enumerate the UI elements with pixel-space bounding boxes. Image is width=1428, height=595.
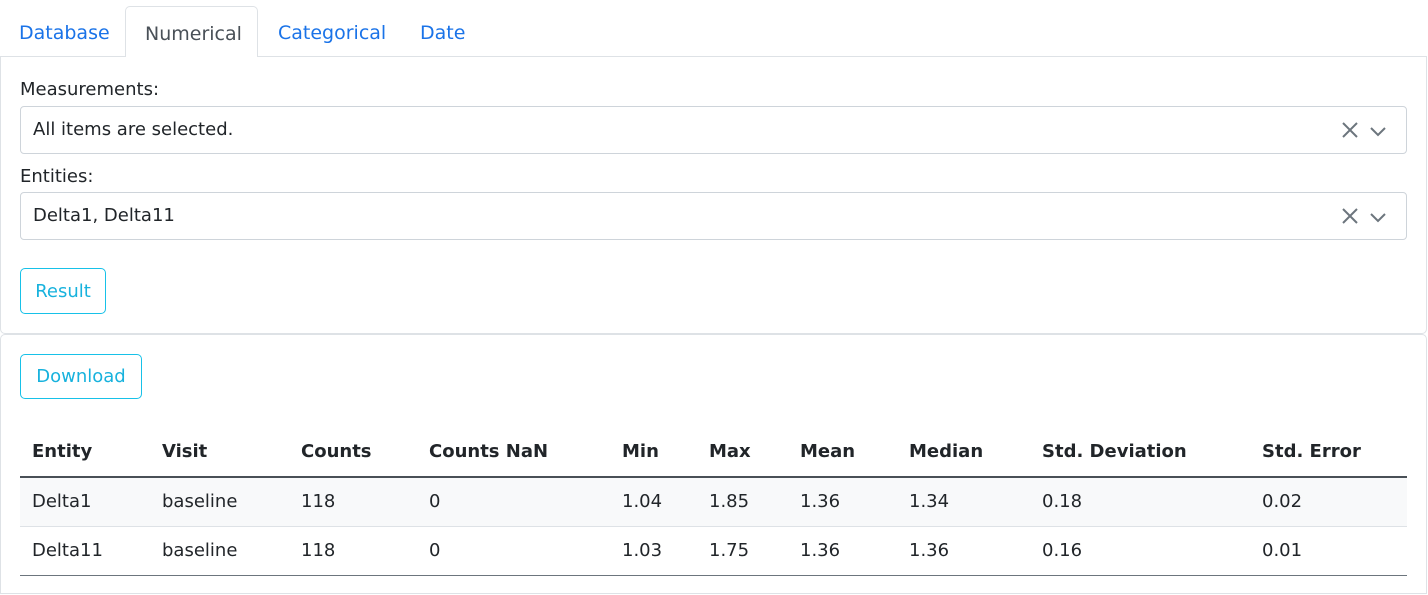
table-cell: Delta11 xyxy=(20,526,150,576)
entities-select-value: Delta1, Delta11 xyxy=(33,205,175,226)
column-header-counts-nan: Counts NaN xyxy=(417,421,610,478)
column-header-std-error: Std. Error xyxy=(1250,421,1407,478)
measurements-label: Measurements: xyxy=(20,79,160,100)
table-cell: 1.85 xyxy=(697,477,788,527)
close-icon[interactable] xyxy=(1340,120,1360,140)
column-header-max: Max xyxy=(697,421,788,478)
table-cell: 118 xyxy=(289,526,417,576)
entities-label: Entities: xyxy=(20,166,94,187)
column-header-std-deviation: Std. Deviation xyxy=(1030,421,1250,478)
column-header-min: Min xyxy=(610,421,697,478)
table-header-row: Entity Visit Counts Counts NaN Min Max M… xyxy=(20,421,1407,478)
table-cell: 1.75 xyxy=(697,526,788,576)
table-cell: 1.03 xyxy=(610,526,697,576)
table-cell: 0 xyxy=(417,526,610,576)
table-cell: 1.34 xyxy=(897,477,1030,527)
entities-select[interactable]: Delta1, Delta11 xyxy=(20,192,1407,240)
filter-panel: Measurements: All items are selected. En… xyxy=(0,57,1427,334)
measurements-select-value: All items are selected. xyxy=(33,119,234,140)
tab-bar: Database Numerical Categorical Date xyxy=(0,6,1427,58)
table-cell: 0.16 xyxy=(1030,526,1250,576)
column-header-median: Median xyxy=(897,421,1030,478)
column-header-counts: Counts xyxy=(289,421,417,478)
chevron-down-icon[interactable] xyxy=(1368,207,1388,227)
table-cell: 0.18 xyxy=(1030,477,1250,527)
table-cell: baseline xyxy=(150,526,289,576)
table-cell: Delta1 xyxy=(20,477,150,527)
measurements-select[interactable]: All items are selected. xyxy=(20,106,1407,154)
tab-database[interactable]: Database xyxy=(19,22,110,44)
table-row: Delta11 baseline 118 0 1.03 1.75 1.36 1.… xyxy=(20,526,1407,576)
table-cell: 1.36 xyxy=(897,526,1030,576)
table-cell: 1.36 xyxy=(788,477,897,527)
table-cell: 1.36 xyxy=(788,526,897,576)
column-header-entity: Entity xyxy=(20,421,150,478)
table-cell: 0.02 xyxy=(1250,477,1407,527)
table-row: Delta1 baseline 118 0 1.04 1.85 1.36 1.3… xyxy=(20,477,1407,527)
table-cell: 0.01 xyxy=(1250,526,1407,576)
results-table: Entity Visit Counts Counts NaN Min Max M… xyxy=(20,421,1407,576)
table-cell: 118 xyxy=(289,477,417,527)
tab-numerical[interactable]: Numerical xyxy=(125,6,258,58)
tab-date[interactable]: Date xyxy=(420,22,466,44)
close-icon[interactable] xyxy=(1340,206,1360,226)
column-header-mean: Mean xyxy=(788,421,897,478)
table-cell: 1.04 xyxy=(610,477,697,527)
result-button[interactable]: Result xyxy=(20,268,106,314)
result-panel: Download Entity Visit Counts Counts NaN … xyxy=(0,334,1427,594)
column-header-visit: Visit xyxy=(150,421,289,478)
download-button[interactable]: Download xyxy=(20,354,142,399)
table-cell: baseline xyxy=(150,477,289,527)
table-cell: 0 xyxy=(417,477,610,527)
chevron-down-icon[interactable] xyxy=(1368,121,1388,141)
tab-categorical[interactable]: Categorical xyxy=(278,22,387,44)
